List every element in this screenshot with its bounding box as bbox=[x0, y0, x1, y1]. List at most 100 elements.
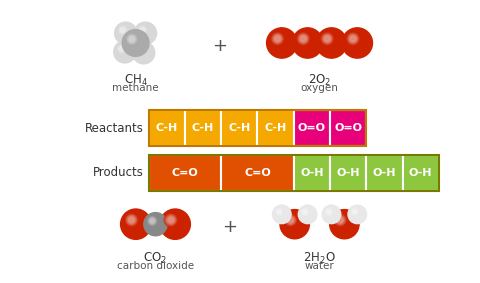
Circle shape bbox=[128, 36, 135, 43]
Bar bbox=[366, 155, 403, 190]
Circle shape bbox=[119, 46, 125, 52]
Text: O-H: O-H bbox=[336, 168, 360, 178]
Circle shape bbox=[280, 210, 309, 239]
Text: water: water bbox=[305, 261, 335, 271]
Circle shape bbox=[118, 45, 125, 52]
Circle shape bbox=[327, 210, 331, 214]
Circle shape bbox=[166, 215, 176, 225]
Circle shape bbox=[324, 35, 331, 43]
Circle shape bbox=[134, 22, 156, 44]
Text: oxygen: oxygen bbox=[300, 83, 338, 93]
Bar bbox=[330, 155, 366, 190]
Circle shape bbox=[299, 34, 308, 44]
Circle shape bbox=[301, 208, 309, 216]
Circle shape bbox=[301, 208, 309, 215]
Circle shape bbox=[321, 32, 334, 46]
Text: +: + bbox=[213, 37, 228, 55]
Text: O=O: O=O bbox=[334, 123, 362, 133]
Circle shape bbox=[273, 34, 282, 44]
Circle shape bbox=[276, 208, 283, 215]
Circle shape bbox=[140, 27, 145, 33]
Circle shape bbox=[136, 46, 145, 54]
Text: Products: Products bbox=[93, 166, 144, 179]
Circle shape bbox=[150, 219, 155, 223]
Circle shape bbox=[276, 209, 282, 215]
Circle shape bbox=[168, 217, 174, 223]
Circle shape bbox=[129, 37, 134, 42]
Circle shape bbox=[164, 213, 178, 227]
Circle shape bbox=[301, 37, 305, 41]
Circle shape bbox=[119, 26, 127, 34]
Circle shape bbox=[347, 33, 359, 45]
Circle shape bbox=[284, 213, 297, 227]
Circle shape bbox=[147, 216, 157, 226]
Circle shape bbox=[352, 209, 357, 214]
Text: Reactants: Reactants bbox=[84, 122, 144, 135]
Circle shape bbox=[121, 29, 124, 31]
Circle shape bbox=[349, 35, 357, 43]
Text: +: + bbox=[223, 218, 238, 236]
Circle shape bbox=[117, 44, 127, 54]
Circle shape bbox=[300, 35, 307, 43]
Text: 2O$_2$: 2O$_2$ bbox=[308, 73, 331, 88]
Circle shape bbox=[275, 36, 280, 42]
Circle shape bbox=[122, 30, 149, 56]
Circle shape bbox=[148, 217, 156, 225]
Circle shape bbox=[352, 209, 358, 215]
Circle shape bbox=[135, 45, 145, 55]
Circle shape bbox=[127, 215, 136, 225]
Circle shape bbox=[353, 211, 356, 213]
Bar bbox=[221, 155, 294, 190]
Text: O-H: O-H bbox=[409, 168, 432, 178]
Circle shape bbox=[119, 27, 126, 34]
Circle shape bbox=[346, 32, 360, 46]
Text: C-H: C-H bbox=[228, 123, 251, 133]
Circle shape bbox=[141, 29, 144, 31]
Text: C=O: C=O bbox=[244, 168, 271, 178]
Circle shape bbox=[334, 213, 347, 227]
Circle shape bbox=[335, 215, 346, 226]
Bar bbox=[148, 110, 185, 146]
Circle shape bbox=[277, 209, 282, 214]
Circle shape bbox=[330, 210, 359, 239]
Circle shape bbox=[129, 217, 134, 223]
Circle shape bbox=[297, 32, 310, 46]
Circle shape bbox=[302, 209, 308, 215]
Circle shape bbox=[120, 47, 123, 50]
Circle shape bbox=[304, 211, 306, 213]
Circle shape bbox=[350, 36, 356, 42]
Circle shape bbox=[120, 27, 125, 33]
Bar bbox=[148, 110, 366, 146]
Circle shape bbox=[328, 211, 330, 213]
Circle shape bbox=[138, 48, 143, 52]
Circle shape bbox=[138, 26, 146, 34]
Circle shape bbox=[132, 42, 155, 64]
Circle shape bbox=[118, 44, 126, 53]
Circle shape bbox=[322, 33, 333, 45]
Circle shape bbox=[120, 47, 124, 51]
Circle shape bbox=[336, 215, 345, 225]
Bar bbox=[257, 110, 294, 146]
Circle shape bbox=[266, 28, 297, 58]
Circle shape bbox=[342, 28, 372, 58]
Circle shape bbox=[326, 209, 331, 214]
Circle shape bbox=[325, 208, 333, 215]
Circle shape bbox=[148, 216, 157, 225]
Bar bbox=[403, 155, 439, 190]
Circle shape bbox=[125, 213, 138, 227]
Circle shape bbox=[137, 25, 147, 35]
Bar bbox=[185, 110, 221, 146]
Circle shape bbox=[278, 211, 280, 213]
Circle shape bbox=[144, 213, 167, 236]
Text: carbon dioxide: carbon dioxide bbox=[117, 261, 194, 271]
Circle shape bbox=[120, 28, 125, 32]
Text: C-H: C-H bbox=[264, 123, 287, 133]
Circle shape bbox=[138, 47, 144, 53]
Circle shape bbox=[288, 217, 293, 223]
Circle shape bbox=[277, 210, 281, 214]
Circle shape bbox=[160, 209, 191, 239]
Bar bbox=[294, 110, 330, 146]
Circle shape bbox=[350, 208, 359, 216]
Circle shape bbox=[287, 216, 294, 224]
Bar bbox=[330, 110, 366, 146]
